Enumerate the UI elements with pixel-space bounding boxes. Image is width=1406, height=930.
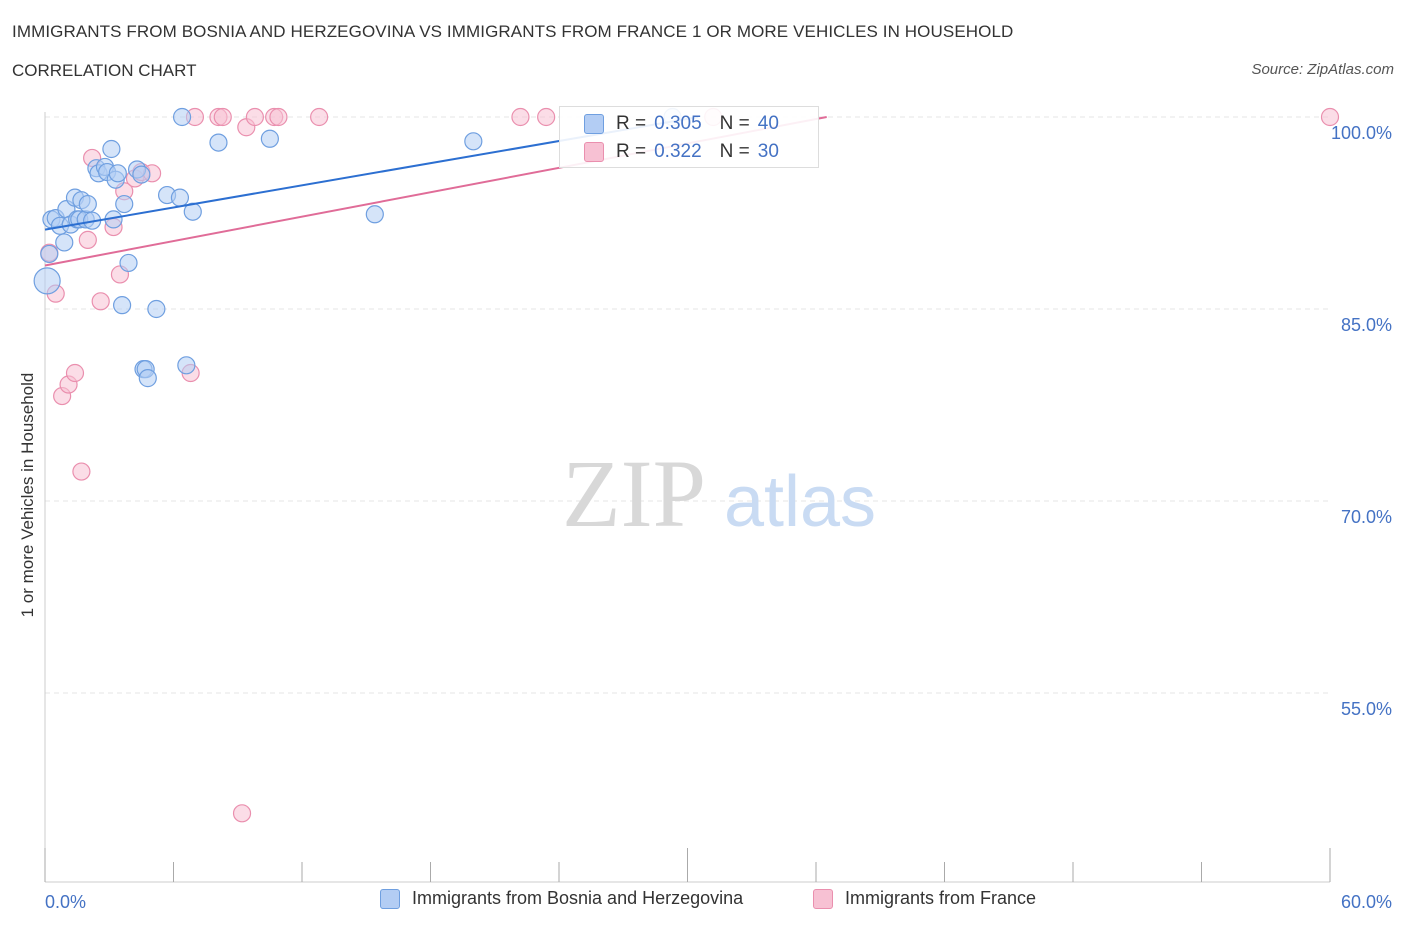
data-point-france xyxy=(269,107,288,127)
y-tick-label: 70.0% xyxy=(1341,507,1392,527)
data-point-bosnia xyxy=(102,139,121,159)
watermark-zip: ZIP xyxy=(562,440,706,547)
data-point-france xyxy=(78,230,97,249)
watermark-atlas: atlas xyxy=(724,462,876,542)
bosnia-swatch-icon xyxy=(584,114,604,134)
y-tick-label: 55.0% xyxy=(1341,699,1392,719)
data-point-bosnia xyxy=(260,129,279,148)
france-swatch-icon xyxy=(584,142,604,162)
data-point-bosnia xyxy=(209,133,228,152)
legend-label-bosnia: Immigrants from Bosnia and Herzegovina xyxy=(412,888,744,908)
data-point-bosnia xyxy=(138,369,157,388)
chart-title: IMMIGRANTS FROM BOSNIA AND HERZEGOVINA V… xyxy=(12,22,1014,41)
data-point-bosnia xyxy=(115,194,134,214)
r-label: R = xyxy=(616,141,647,162)
r-label: R = xyxy=(616,113,647,134)
n-value-bosnia: 40 xyxy=(757,113,779,134)
stats-legend: R = 0.305 N = 40 R = 0.322 N = 30 xyxy=(559,106,819,168)
data-point-france xyxy=(91,292,110,311)
data-point-bosnia xyxy=(108,164,127,183)
data-point-bosnia xyxy=(33,267,61,295)
data-point-bosnia xyxy=(172,107,192,127)
data-point-bosnia xyxy=(177,356,196,375)
legend-item-france[interactable]: Immigrants from France xyxy=(813,888,1036,909)
n-label: N = xyxy=(719,113,750,134)
data-point-bosnia xyxy=(132,165,151,184)
stats-legend-row-france: R = 0.322 N = 30 xyxy=(584,141,779,163)
n-label: N = xyxy=(719,141,750,162)
data-point-france xyxy=(65,363,85,383)
axes xyxy=(44,112,1331,883)
data-point-france xyxy=(72,462,91,481)
legend-label-france: Immigrants from France xyxy=(845,888,1037,908)
legend-item-bosnia[interactable]: Immigrants from Bosnia and Herzegovina xyxy=(380,888,743,909)
data-point-bosnia xyxy=(464,132,483,151)
data-point-bosnia xyxy=(147,299,166,319)
x-tick-label: 60.0% xyxy=(1341,892,1392,912)
data-point-bosnia xyxy=(78,194,97,214)
data-point-bosnia xyxy=(55,233,74,252)
tick-labels: 100.0% 85.0% 70.0% 55.0% 0.0% 60.0% xyxy=(45,123,1392,912)
data-point-france xyxy=(537,107,556,127)
data-point-france xyxy=(213,107,232,127)
gridlines xyxy=(45,116,1330,694)
source-label: Source: ZipAtlas.com xyxy=(1251,61,1394,78)
data-point-france xyxy=(245,107,264,127)
data-point-bosnia xyxy=(40,244,59,264)
data-point-bosnia xyxy=(170,188,190,207)
bosnia-legend-icon xyxy=(380,888,400,909)
x-tick-label: 0.0% xyxy=(45,892,86,912)
data-point-bosnia xyxy=(119,253,138,273)
n-value-france: 30 xyxy=(757,141,779,162)
data-point-france xyxy=(1320,107,1340,127)
data-point-bosnia xyxy=(112,296,132,315)
series-legend: Immigrants from Bosnia and Herzegovina I… xyxy=(0,888,1406,918)
r-value-france: 0.322 xyxy=(654,141,702,162)
data-point-france xyxy=(310,107,329,127)
data-point-bosnia xyxy=(365,205,384,224)
y-tick-label: 85.0% xyxy=(1341,315,1392,335)
watermark: ZIP atlas xyxy=(562,440,876,547)
y-axis-label: 1 or more Vehicles in Household xyxy=(18,372,37,618)
stats-legend-row-bosnia: R = 0.305 N = 40 xyxy=(584,113,779,135)
france-legend-icon xyxy=(813,888,833,909)
chart-subtitle: CORRELATION CHART xyxy=(12,61,197,80)
data-point-france xyxy=(511,107,530,127)
y-tick-label: 100.0% xyxy=(1331,123,1392,143)
data-point-france xyxy=(232,804,252,823)
r-value-bosnia: 0.305 xyxy=(654,113,702,134)
